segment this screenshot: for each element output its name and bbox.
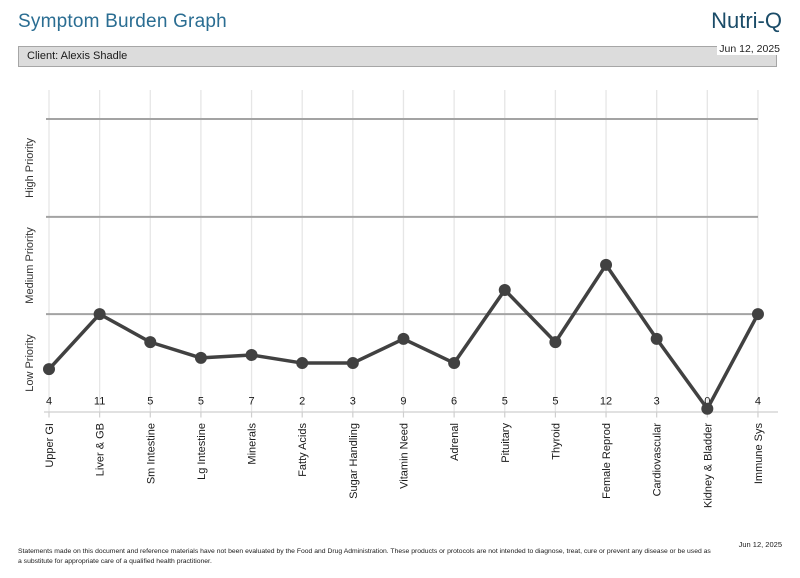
point-value-label: 11 — [94, 396, 105, 408]
y-axis-band-label: High Priority — [24, 137, 36, 197]
point-value-label: 7 — [248, 396, 254, 408]
category-label: Female Reprod — [601, 423, 613, 499]
data-point — [549, 336, 562, 349]
page-title: Symptom Burden Graph — [18, 11, 227, 32]
point-value-label: 2 — [299, 396, 305, 408]
client-bar: Client: Alexis Shadle — [18, 46, 777, 67]
y-axis-band-label: Medium Priority — [24, 227, 36, 304]
footer-disclaimer: Statements made on this document and ref… — [18, 547, 711, 565]
header-date: Jun 12, 2025 — [717, 43, 782, 55]
point-value-label: 5 — [198, 396, 204, 408]
point-value-label: 12 — [600, 396, 612, 408]
point-value-label: 4 — [755, 396, 761, 408]
client-name-label: Client: Alexis Shadle — [27, 50, 128, 62]
category-label: Sugar Handling — [348, 423, 360, 499]
category-label: Kidney & Bladder — [702, 423, 714, 508]
symptom-burden-chart: Low Priority Medium Priority High Priority… — [0, 80, 800, 540]
point-value-label: 6 — [451, 396, 457, 408]
data-point — [43, 363, 55, 376]
point-value-label: 4 — [46, 396, 52, 408]
data-point — [650, 332, 663, 345]
category-label: Minerals — [247, 423, 259, 465]
data-point — [144, 336, 157, 349]
data-point — [498, 283, 511, 296]
point-value-label: 5 — [502, 396, 508, 408]
category-label: Upper GI — [44, 423, 56, 468]
data-point — [346, 357, 359, 370]
data-point — [397, 332, 410, 345]
point-value-label: 3 — [654, 396, 660, 408]
symptom-burden-chart-svg: Low Priority Medium Priority High Priority… — [24, 90, 778, 508]
category-label: Adrenal — [449, 423, 461, 461]
data-point — [701, 402, 714, 415]
point-value-label: 5 — [552, 396, 558, 408]
category-label: Cardiovascular — [652, 423, 664, 497]
category-label: Pituitary — [500, 423, 512, 463]
category-label: Liver & GB — [95, 423, 107, 476]
category-label: Vitamin Need — [398, 423, 410, 489]
data-point — [751, 308, 764, 321]
category-label: Immune Sys — [753, 423, 765, 485]
category-label: Fatty Acids — [297, 423, 309, 477]
category-label: Lg Intestine — [196, 423, 208, 480]
point-value-label: 0 — [704, 396, 710, 408]
point-value-label: 5 — [147, 396, 153, 408]
data-point — [245, 349, 258, 362]
data-point — [600, 258, 613, 271]
point-value-label: 3 — [350, 396, 356, 408]
data-point — [93, 308, 106, 321]
point-value-label: 9 — [400, 396, 406, 408]
y-axis-band-label: Low Priority — [24, 334, 36, 392]
category-label: Thyroid — [550, 423, 562, 460]
data-point — [448, 357, 461, 370]
brand-logo: Nutri-Q — [711, 8, 782, 33]
footer-date: Jun 12, 2025 — [738, 540, 782, 549]
data-point — [194, 351, 207, 364]
category-label: Sm Intestine — [145, 423, 157, 484]
data-point — [296, 357, 309, 370]
